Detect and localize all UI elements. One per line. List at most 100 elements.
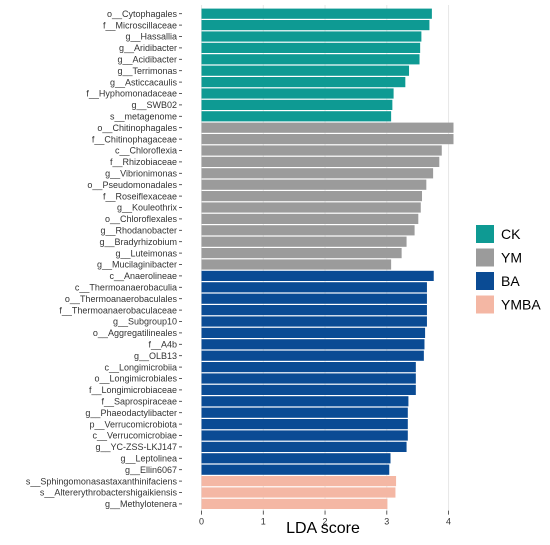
bar (201, 42, 421, 53)
bar (201, 236, 407, 247)
bar (201, 498, 388, 509)
bar (201, 179, 427, 190)
category-label: f__Hyphomonadaceae (86, 89, 177, 99)
category-label: g__Terrimonas (117, 66, 177, 76)
bar (201, 134, 454, 145)
bar (201, 111, 392, 122)
bar (201, 20, 430, 31)
category-label: g__Bradyrhizobium (99, 237, 177, 247)
legend-swatch (476, 248, 494, 267)
category-label: f__A4b (148, 340, 177, 350)
category-label: g__Asticcacaulis (110, 77, 178, 87)
bar (201, 122, 454, 133)
bar (201, 373, 416, 384)
category-label: c__Anaerolineae (109, 271, 177, 281)
x-axis-label: LDA score (286, 520, 360, 537)
bar (201, 259, 392, 270)
category-label: o__Chitinophagales (97, 123, 177, 133)
category-label: f__Longimicrobiaceae (89, 385, 177, 395)
bar (201, 464, 390, 475)
category-label: g__Luteimonas (115, 248, 177, 258)
x-axis: 0 1 2 3 4 (199, 510, 451, 527)
legend-swatch (476, 272, 494, 290)
bar (201, 476, 397, 487)
bar (201, 225, 415, 236)
legend-label: BA (501, 273, 520, 289)
legend-label: CK (501, 226, 521, 242)
category-label: c__Thermoanaerobaculia (75, 283, 177, 293)
x-tick-label: 1 (261, 517, 266, 527)
category-label: c__Verrucomicrobiae (92, 431, 177, 441)
category-label: o__Cytophagales (107, 9, 178, 19)
bars (201, 8, 454, 509)
category-label: g__Aridibacter (119, 43, 177, 53)
bar (201, 248, 402, 259)
bar (201, 88, 394, 99)
category-label: c__Chloroflexia (115, 146, 177, 156)
category-label: g__Rhodanobacter (100, 226, 177, 236)
category-label: s__metagenome (110, 112, 177, 122)
legend-label: YM (501, 250, 522, 266)
category-label: g__YC-ZSS-LKJ147 (95, 442, 177, 452)
category-label: g__Acidibacter (117, 55, 177, 65)
bar (201, 430, 408, 441)
category-label: g__Phaeodactylibacter (85, 408, 177, 418)
category-label: g__Methylotenera (105, 499, 177, 509)
bar (201, 362, 416, 373)
category-label: g__Leptolinea (120, 454, 177, 464)
category-label: g__Vibrionimonas (105, 169, 177, 179)
category-label: g__Kouleothrix (117, 203, 178, 213)
category-label: g__Ellin6067 (125, 465, 177, 475)
bar (201, 419, 408, 430)
category-label: g__SWB02 (131, 100, 177, 110)
category-label: f__Thermoanaerobaculaceae (59, 305, 177, 315)
category-label: s__Altererythrobactershigaikiensis (40, 488, 178, 498)
category-label: c__Longimicrobiia (104, 362, 177, 372)
category-label: o__Aggregatilineales (93, 328, 178, 338)
bar (201, 156, 440, 167)
bar (201, 396, 409, 407)
bar (201, 213, 419, 224)
category-label: s__Sphingomonasastaxanthinifaciens (26, 476, 178, 486)
bar (201, 31, 422, 42)
category-label: f__Saprospiraceae (101, 397, 177, 407)
category-label: f__Rhizobiaceae (110, 157, 177, 167)
x-tick-label: 0 (199, 517, 204, 527)
category-label: o__Pseudomonadales (87, 180, 177, 190)
x-tick-label: 2 (323, 517, 328, 527)
legend-swatch (476, 225, 494, 243)
category-label: f__Microscillaceae (103, 20, 177, 30)
bar (201, 441, 407, 452)
category-label: g__OLB13 (134, 351, 177, 361)
x-tick-label: 4 (446, 517, 451, 527)
category-label: p__Verrucomicrobiota (89, 419, 177, 429)
bar (201, 350, 424, 361)
category-label: g__Mucilaginibacter (97, 260, 177, 270)
bar (201, 191, 423, 202)
bar (201, 202, 421, 213)
bar (201, 305, 427, 316)
bar (201, 453, 391, 464)
bar (201, 270, 434, 281)
x-tick-label: 3 (384, 517, 389, 527)
category-label: o__Longimicrobiales (94, 374, 177, 384)
bar (201, 168, 434, 179)
bar (201, 54, 420, 65)
bar (201, 327, 426, 338)
category-label: g__Subgroup10 (113, 317, 177, 327)
category-label: o__Chloroflexales (105, 214, 178, 224)
bar (201, 384, 416, 395)
bar (201, 282, 427, 293)
bar (201, 99, 393, 110)
bar (201, 407, 408, 418)
bar (201, 487, 396, 498)
category-label: f__Chitinophagaceae (92, 134, 177, 144)
bar (201, 65, 410, 76)
category-label: g__Hassallia (125, 32, 177, 42)
bar (201, 145, 442, 156)
category-label: o__Thermoanaerobaculales (65, 294, 178, 304)
